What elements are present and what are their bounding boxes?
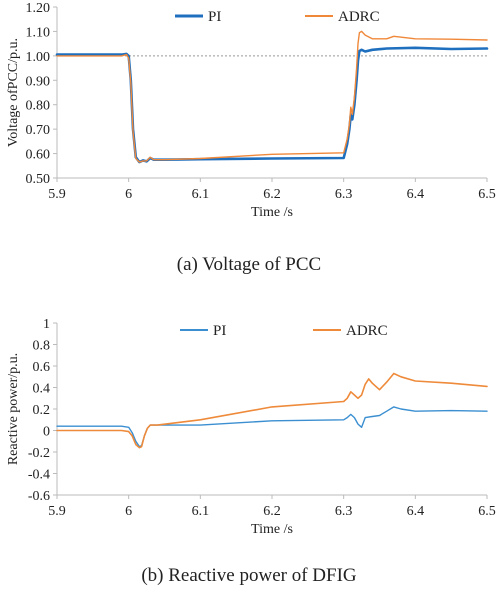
x-tick-label: 6.4 [407, 504, 425, 519]
y-tick-label: 1.20 [26, 1, 51, 16]
x-tick-label: 6.1 [192, 504, 210, 519]
series-line-adrc [56, 30, 488, 163]
y-tick-label: 1.10 [26, 25, 51, 40]
legend-label-adrc: ADRC [346, 323, 388, 339]
x-tick-label: 6 [125, 187, 132, 202]
x-tick-label: 6.3 [335, 187, 353, 202]
series-line-adrc [56, 372, 488, 449]
y-tick-label: 0.60 [26, 148, 51, 163]
x-tick-label: 5.9 [48, 504, 66, 519]
x-tick-label: 6.2 [263, 504, 281, 519]
y-tick-label: 0 [43, 425, 50, 440]
y-tick-label: 0.50 [26, 172, 51, 187]
x-tick-label: 6.5 [478, 187, 496, 202]
y-tick-label: 0.2 [33, 403, 51, 418]
y-tick-label: -0.2 [28, 446, 50, 461]
chart-b-caption: (b) Reactive power of DFIG [141, 565, 357, 586]
y-tick-label: -0.4 [28, 468, 50, 483]
x-tick-label: 6.3 [335, 504, 353, 519]
y-tick-label: 0.8 [33, 339, 51, 354]
legend-label-pi: PI [213, 323, 226, 339]
y-tick-label: 0.4 [33, 382, 51, 397]
y-axis-title: Reactive power/p.u. [6, 353, 21, 465]
y-tick-label: 0.70 [26, 123, 51, 138]
y-tick-label: 0.80 [26, 99, 51, 114]
y-axis-title: Voltage ofPCC/p.u. [6, 38, 21, 147]
chart-reactive-power-of-dfig: -0.6 -0.4 -0.2 0 0.2 0.4 0.6 0.8 1 5.9 6 6.1 6.2 6.3 6… [6, 317, 496, 537]
x-axis-title: Time /s [251, 205, 293, 220]
series-line-pi [56, 406, 488, 448]
x-axis-title: Time /s [251, 522, 293, 537]
chart-a-caption: (a) Voltage of PCC [176, 254, 322, 275]
legend-label-pi: PI [208, 9, 221, 25]
y-tick-label: -0.6 [28, 489, 50, 504]
legend-label-adrc: ADRC [338, 9, 380, 25]
x-tick-label: 6.5 [478, 504, 496, 519]
x-tick-label: 6 [125, 504, 132, 519]
chart-voltage-of-pcc: 0.50 0.60 0.70 0.80 0.90 1.00 1.10 1.20 5.9 6 6.1 6… [6, 1, 496, 220]
x-tick-label: 6.2 [263, 187, 281, 202]
x-tick-label: 6.4 [407, 187, 425, 202]
x-tick-label: 6.1 [192, 187, 210, 202]
series-line-pi [55, 46, 489, 164]
y-tick-label: 1.00 [26, 50, 51, 65]
y-tick-label: 1 [43, 317, 50, 332]
y-tick-label: 0.90 [26, 74, 51, 89]
y-tick-label: 0.6 [33, 360, 51, 375]
x-tick-label: 5.9 [48, 187, 66, 202]
